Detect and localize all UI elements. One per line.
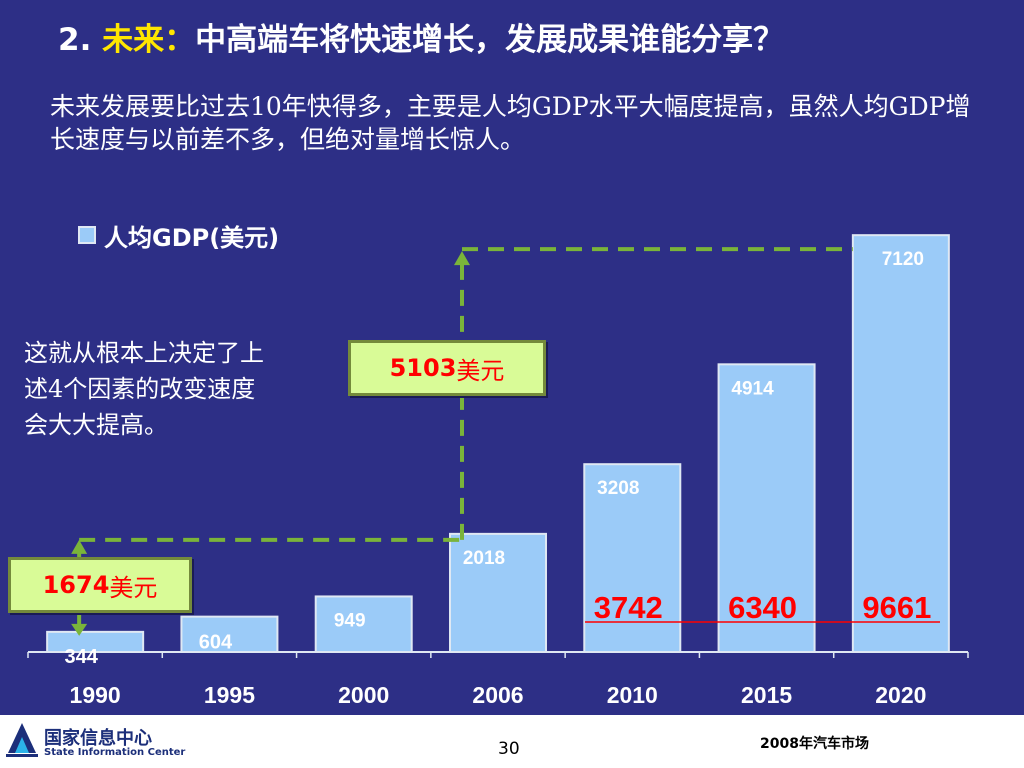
data-label-1990: 344 (64, 646, 98, 668)
x-tick-label-2010: 2010 (607, 682, 658, 708)
callout-5103-value: 5103 (389, 354, 457, 382)
logo-english-name: State Information Center (44, 747, 186, 758)
sic-emblem-icon (6, 723, 38, 757)
bar-2020 (851, 234, 950, 653)
bar-2010 (583, 463, 682, 653)
footer: 国家信息中心 State Information Center 30 2008年… (0, 715, 1024, 768)
legend-label: 人均GDP(美元) (104, 223, 280, 252)
gdp-bar-chart: 344 604 949 2018 3208 4914 7120 1990 1995 2000 200… (27, 234, 969, 708)
callout-5103: 5103 美元 (348, 340, 546, 396)
footer-note: 2008年汽车市场 (760, 736, 869, 752)
x-tick-label-2020: 2020 (875, 682, 926, 708)
sic-logo: 国家信息中心 State Information Center (4, 719, 185, 761)
slide-subtitle: 未来发展要比过去10年快得多，主要是人均GDP水平大幅度提高，虽然人均GDP增长… (50, 92, 971, 154)
callout-5103-unit: 美元 (456, 356, 505, 385)
data-label-2020: 7120 (882, 249, 924, 270)
bar-1995 (180, 615, 279, 654)
title-prefix: 2. (58, 22, 92, 58)
callout-1674: 1674 美元 (8, 557, 192, 613)
page-number: 30 (498, 739, 520, 759)
bar-2000 (314, 595, 413, 653)
bar-2015 (717, 363, 816, 653)
data-label-2015: 4914 (731, 378, 774, 399)
x-tick-label-1995: 1995 (204, 682, 255, 708)
title-highlight: 未来： (102, 22, 196, 58)
x-tick-label-2015: 2015 (741, 682, 792, 708)
data-label-2006: 2018 (463, 548, 505, 569)
guide-5103-arrowhead (454, 251, 470, 266)
callout-1674-value: 1674 (42, 571, 110, 599)
bar-1990 (46, 630, 145, 654)
data-label-2000: 949 (334, 610, 366, 631)
chart-legend: 人均GDP(美元) (78, 220, 280, 252)
guide-1674-arrowhead (71, 539, 88, 554)
x-tick-label-2000: 2000 (338, 682, 389, 708)
legend-swatch (78, 226, 96, 244)
slide-title: 2. 未来：中高端车将快速增长，发展成果谁能分享？ (58, 14, 998, 59)
x-tick-label-1990: 1990 (70, 682, 121, 708)
bar-2006 (449, 532, 547, 653)
side-note: 这就从根本上决定了上述4个因素的改变速度会大大提高。 (24, 339, 264, 439)
guide-1674-arrowtail (71, 623, 88, 636)
data-label-2010: 3208 (597, 478, 639, 499)
difference-label-6340: 6340 (728, 590, 797, 625)
data-label-1995: 604 (199, 632, 233, 654)
difference-label-9661: 9661 (862, 590, 931, 625)
callout-1674-unit: 美元 (109, 573, 158, 602)
title-rest: 中高端车将快速增长，发展成果谁能分享？ (195, 22, 785, 58)
difference-label-3742: 3742 (594, 590, 663, 625)
logo-chinese-name: 国家信息中心 (44, 728, 152, 749)
x-tick-label-2006: 2006 (472, 682, 523, 708)
